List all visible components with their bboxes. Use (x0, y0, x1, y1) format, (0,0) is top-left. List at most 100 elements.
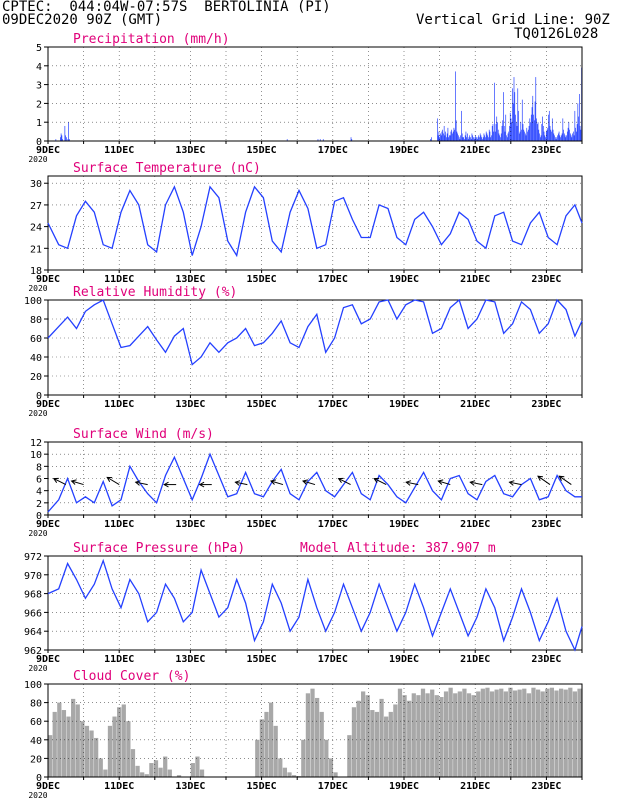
bar (443, 691, 449, 777)
y-tick-label: 20 (30, 372, 42, 383)
bar (485, 131, 487, 141)
y-tick-label: 0 (36, 391, 42, 402)
y-tick-label: 3 (36, 81, 42, 92)
bar (518, 133, 520, 141)
y-tick-label: 8 (36, 462, 42, 473)
bar (264, 711, 269, 777)
y-tick-label: 5 (36, 43, 42, 54)
y-tick-label: 966 (24, 608, 42, 619)
bar (324, 739, 329, 777)
panel-frame (47, 683, 583, 778)
x-tick-label: 17DEC (318, 399, 348, 410)
bar (384, 716, 389, 777)
bar (566, 135, 567, 141)
bar (442, 129, 443, 141)
bar (470, 137, 471, 141)
bar (439, 697, 444, 777)
bar (462, 137, 464, 141)
header-grid-line: Vertical Grid Line: 90Z (416, 13, 610, 27)
series-line (47, 298, 583, 366)
wind-arrow-head (373, 477, 380, 483)
wind-arrow (302, 480, 316, 486)
bar (356, 700, 361, 777)
bar (548, 114, 549, 141)
wind-arrow-head (163, 481, 169, 488)
bar (431, 137, 432, 141)
bar (291, 775, 297, 777)
bar (465, 131, 467, 141)
panel-title: Surface Wind (m/s) (73, 427, 214, 442)
bar (562, 118, 564, 141)
bar (397, 688, 403, 777)
bar (498, 133, 500, 141)
bar (575, 127, 576, 141)
bar (515, 114, 516, 141)
bar (365, 695, 370, 777)
x-tick-label: 9DEC (36, 781, 60, 792)
bar (513, 77, 515, 141)
bar (535, 689, 541, 777)
bar (502, 120, 504, 141)
bar (532, 95, 534, 141)
bar (443, 133, 444, 141)
bar (524, 133, 526, 141)
bar (347, 735, 352, 777)
bar (518, 110, 519, 141)
bar (89, 730, 94, 777)
bar (572, 691, 578, 777)
wind-arrow (537, 475, 551, 485)
bar (282, 767, 288, 777)
bar (542, 116, 543, 141)
bar (351, 707, 357, 777)
bar (525, 135, 527, 141)
x-year-label: 2020 (28, 791, 47, 800)
bar (361, 691, 366, 777)
bar (66, 716, 71, 777)
bar (190, 763, 195, 777)
bar (319, 711, 324, 777)
bar (434, 695, 439, 777)
bar (461, 110, 462, 141)
panel-temperature: 18 21 24 27 30 9DEC 11DEC 13DEC 15DEC 17DEC 19DEC 2… (28, 161, 583, 293)
wind-arrow-head (302, 479, 309, 485)
y-tick-label: 21 (30, 244, 42, 255)
bar (476, 691, 481, 777)
bar (310, 688, 315, 777)
bar (506, 137, 508, 141)
y-tick-label: 40 (30, 353, 42, 364)
x-tick-label: 17DEC (318, 654, 348, 665)
y-tick-label: 12 (30, 438, 42, 449)
bar (568, 687, 573, 777)
bar (333, 772, 338, 777)
x-tick-label: 13DEC (175, 654, 205, 665)
wind-arrow (373, 478, 387, 486)
bar (98, 758, 103, 777)
x-tick-label: 23DEC (531, 399, 561, 410)
bar (255, 739, 260, 777)
bar (94, 737, 99, 777)
bar (533, 114, 534, 141)
bar (466, 693, 472, 777)
x-tick-label: 11DEC (104, 519, 134, 530)
wind-arrow (509, 481, 522, 486)
bar (544, 135, 546, 141)
bar (550, 129, 552, 141)
bar (453, 127, 455, 141)
y-tick-label: 2 (36, 499, 42, 510)
bar (500, 137, 501, 141)
x-tick-label: 9DEC (36, 399, 60, 410)
x-tick-label: 19DEC (389, 519, 419, 530)
bar (75, 704, 80, 777)
wind-arrow-head (52, 477, 59, 483)
bar (547, 127, 549, 141)
y-tick-label: 20 (30, 754, 42, 765)
bar (540, 135, 542, 141)
bar (480, 688, 485, 777)
y-tick-label: 40 (30, 736, 42, 747)
bar (430, 139, 431, 141)
bar (538, 129, 540, 141)
bar (559, 135, 561, 141)
bar (66, 137, 67, 141)
x-tick-label: 9DEC (36, 274, 60, 285)
bar (492, 124, 494, 141)
